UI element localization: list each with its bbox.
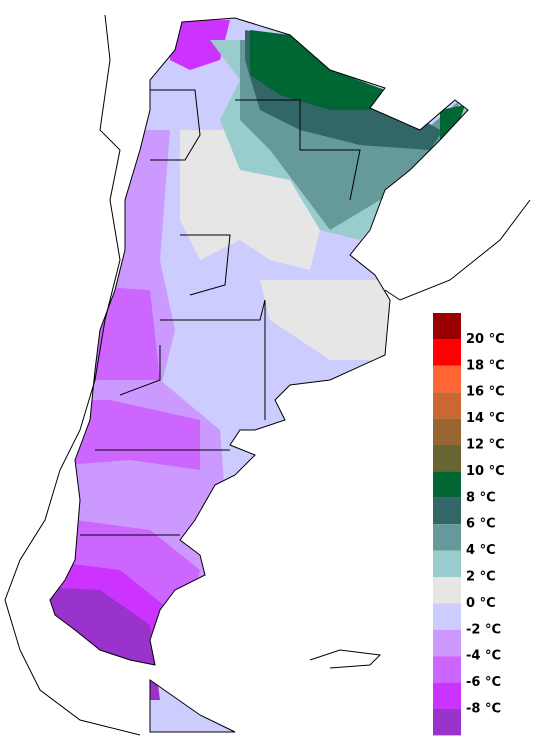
- legend-label: 20 °C: [466, 332, 505, 347]
- legend-swatch: [433, 629, 461, 657]
- legend: 20 °C 18 °C 16 °C 14 °C 12 °C 10 °C 8 °C 6 °C 4 …: [433, 313, 505, 736]
- legend-swatch: [433, 392, 461, 419]
- legend-swatch: [433, 603, 461, 630]
- legend-swatch: [433, 339, 461, 366]
- legend-swatch: [433, 445, 461, 472]
- legend-label: 2 °C: [466, 570, 496, 585]
- legend-label: -4 °C: [466, 649, 501, 664]
- legend-label: -8 °C: [466, 702, 501, 717]
- legend-label: 10 °C: [466, 464, 505, 479]
- legend-swatch: [433, 682, 461, 709]
- legend-swatch: [433, 497, 461, 525]
- legend-label: 6 °C: [466, 517, 496, 532]
- legend-label: -6 °C: [466, 675, 501, 690]
- legend-label: 12 °C: [466, 438, 505, 453]
- legend-swatch: [433, 313, 461, 340]
- legend-label: -2 °C: [466, 622, 501, 637]
- legend-swatch: [433, 709, 461, 736]
- boundaries: [4, 14, 531, 736]
- legend-label: 4 °C: [466, 543, 496, 558]
- legend-label: 18 °C: [466, 358, 505, 373]
- legend-swatch: [433, 550, 461, 577]
- legend-label: 0 °C: [466, 596, 496, 611]
- legend-label: 14 °C: [466, 411, 505, 426]
- legend-swatch: [433, 365, 461, 393]
- legend-swatch: [433, 418, 461, 445]
- legend-swatch: [433, 471, 461, 498]
- legend-swatch: [433, 524, 461, 551]
- temperature-field: [50, 18, 468, 732]
- legend-label: 16 °C: [466, 385, 505, 400]
- legend-label: 8 °C: [466, 490, 496, 505]
- legend-swatch: [433, 577, 461, 604]
- legend-swatch: [433, 656, 461, 683]
